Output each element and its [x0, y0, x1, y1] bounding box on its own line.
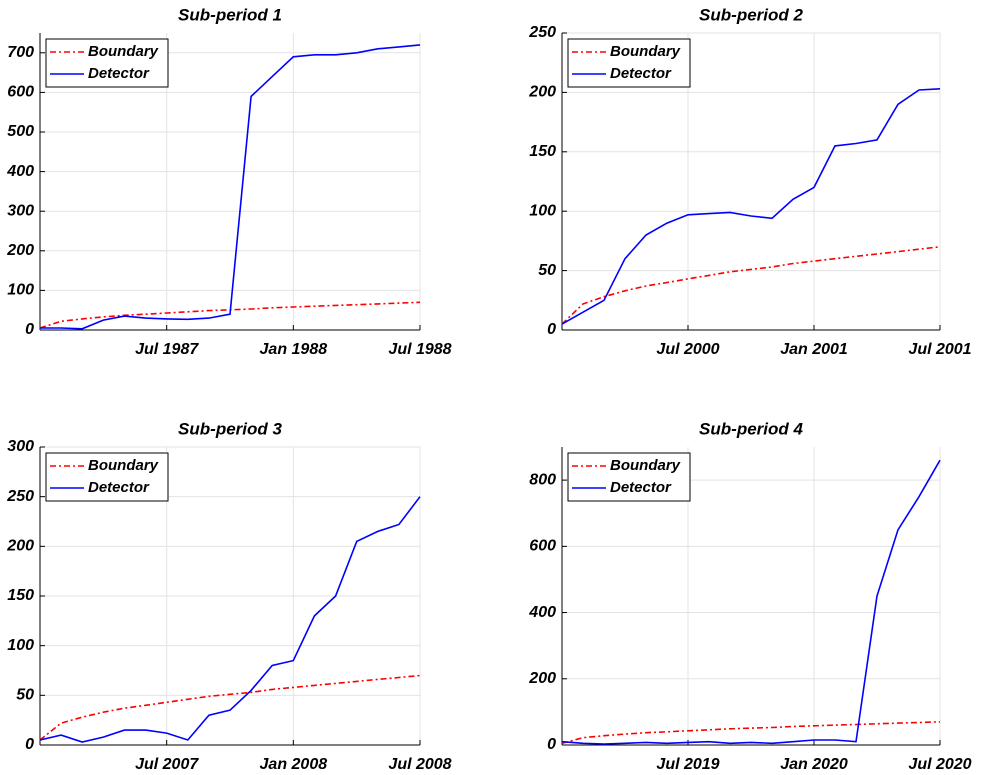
y-tick-label: 200 [6, 242, 34, 259]
chart-title: Sub-period 3 [178, 419, 282, 438]
y-tick-label: 200 [528, 84, 556, 101]
y-tick-label: 200 [528, 670, 556, 687]
y-tick-label: 600 [529, 538, 556, 555]
y-tick-label: 250 [528, 24, 556, 41]
legend-box [567, 452, 691, 502]
y-tick-label: 0 [547, 736, 556, 753]
legend-box [45, 38, 169, 88]
y-tick-label: 400 [6, 163, 34, 180]
x-tick-label: Jan 2008 [260, 756, 328, 773]
y-tick-label: 100 [7, 282, 34, 299]
x-tick-label: Jul 1987 [135, 341, 199, 358]
y-tick-label: 800 [529, 471, 556, 488]
legend-label: Boundary [610, 457, 681, 474]
legend-box [45, 452, 169, 502]
series-line [39, 496, 421, 743]
legend-box [567, 38, 691, 88]
x-tick-label: Jul 2001 [908, 341, 971, 358]
y-tick-label: 0 [25, 321, 34, 338]
y-tick-label: 300 [7, 438, 34, 455]
series-line [561, 459, 941, 745]
y-tick-label: 200 [6, 538, 34, 555]
y-tick-label: 600 [7, 84, 34, 101]
x-tick-label: Jul 2007 [135, 756, 199, 773]
legend-label: Detector [88, 65, 150, 82]
series-line [40, 44, 421, 330]
legend-label: Boundary [610, 43, 681, 60]
x-tick-label: Jan 2020 [780, 756, 848, 773]
series-line [561, 246, 941, 325]
y-tick-label: 700 [7, 44, 34, 61]
y-tick-label: 50 [16, 687, 34, 704]
chart-title: Sub-period 2 [699, 5, 803, 24]
y-tick-label: 0 [25, 736, 34, 753]
legend-label: Detector [610, 479, 672, 496]
y-tick-label: 300 [7, 202, 34, 219]
series-line [39, 674, 421, 741]
y-tick-label: 400 [528, 604, 556, 621]
series-line [561, 721, 941, 745]
legend-label: Boundary [88, 43, 159, 60]
x-tick-label: Jul 2008 [388, 756, 451, 773]
y-tick-label: 250 [6, 488, 34, 505]
x-tick-label: Jul 1988 [388, 341, 451, 358]
x-tick-label: Jan 2001 [780, 341, 848, 358]
legend-label: Boundary [88, 457, 159, 474]
x-tick-label: Jan 1988 [260, 341, 328, 358]
y-tick-label: 50 [538, 262, 556, 279]
x-tick-label: Jul 2019 [656, 756, 719, 773]
y-tick-label: 150 [529, 143, 556, 160]
y-tick-label: 500 [7, 123, 34, 140]
y-tick-label: 0 [547, 321, 556, 338]
legend-label: Detector [88, 479, 150, 496]
chart-title: Sub-period 4 [699, 419, 803, 438]
y-tick-label: 100 [529, 202, 556, 219]
x-tick-label: Jul 2000 [656, 341, 719, 358]
x-tick-label: Jul 2020 [908, 756, 971, 773]
y-tick-label: 100 [7, 637, 34, 654]
series-line [561, 88, 941, 325]
y-tick-label: 150 [7, 587, 34, 604]
legend-label: Detector [610, 65, 672, 82]
chart-title: Sub-period 1 [178, 5, 282, 24]
